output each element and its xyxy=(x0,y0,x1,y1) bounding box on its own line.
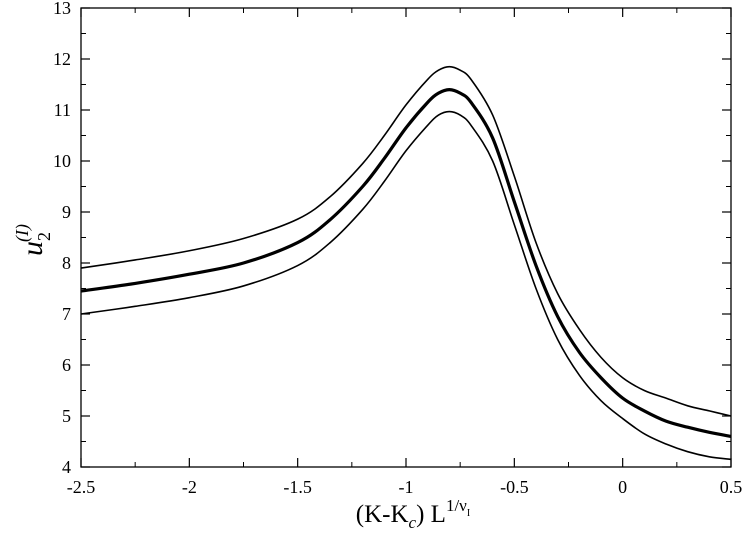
x-axis-label: (K-Kc) L1/νI xyxy=(356,496,470,532)
y-tick-label: 10 xyxy=(53,151,71,171)
x-axis-label-sup: 1/ν xyxy=(446,496,467,515)
y-tick-label: 12 xyxy=(53,49,71,69)
y-tick-label: 5 xyxy=(62,406,71,426)
x-tick-label: 0.5 xyxy=(720,477,743,497)
x-axis-label-main: (K-K xyxy=(356,501,409,528)
series-line-upper xyxy=(80,65,732,417)
x-tick-label: -1 xyxy=(399,477,414,497)
x-tick-label: -0.5 xyxy=(500,477,529,497)
y-axis-label: u2(I) xyxy=(12,224,54,256)
y-axis-label-sub: 2 xyxy=(34,232,54,241)
x-tick-label: 0 xyxy=(618,477,627,497)
y-tick-label: 11 xyxy=(54,100,71,120)
x-axis-label-sub: c xyxy=(409,513,417,532)
y-tick-label: 13 xyxy=(53,0,71,18)
y-tick-label: 4 xyxy=(62,457,71,477)
y-tick-label: 9 xyxy=(62,202,71,222)
x-tick-label: -2 xyxy=(182,477,197,497)
y-tick-label: 8 xyxy=(62,253,71,273)
x-axis-label-close: ) L xyxy=(416,501,446,528)
x-tick-label: -1.5 xyxy=(283,477,312,497)
y-axis-label-main: u xyxy=(16,241,49,256)
y-tick-label: 6 xyxy=(62,355,71,375)
ticks-layer: -2.5 -2 -1.5 -1 -0.5 0 0.5 4 5 6 7 8 9 10 11 12 13 xyxy=(53,0,742,497)
series-line-central xyxy=(80,88,732,438)
plot-frame xyxy=(80,7,732,468)
series-line-lower xyxy=(80,110,732,461)
x-axis-label-supsub: I xyxy=(467,508,470,519)
x-tick-label: -2.5 xyxy=(67,477,96,497)
y-tick-label: 7 xyxy=(62,304,71,324)
y-axis-label-sup: (I) xyxy=(12,224,33,242)
series-layer xyxy=(80,65,732,461)
